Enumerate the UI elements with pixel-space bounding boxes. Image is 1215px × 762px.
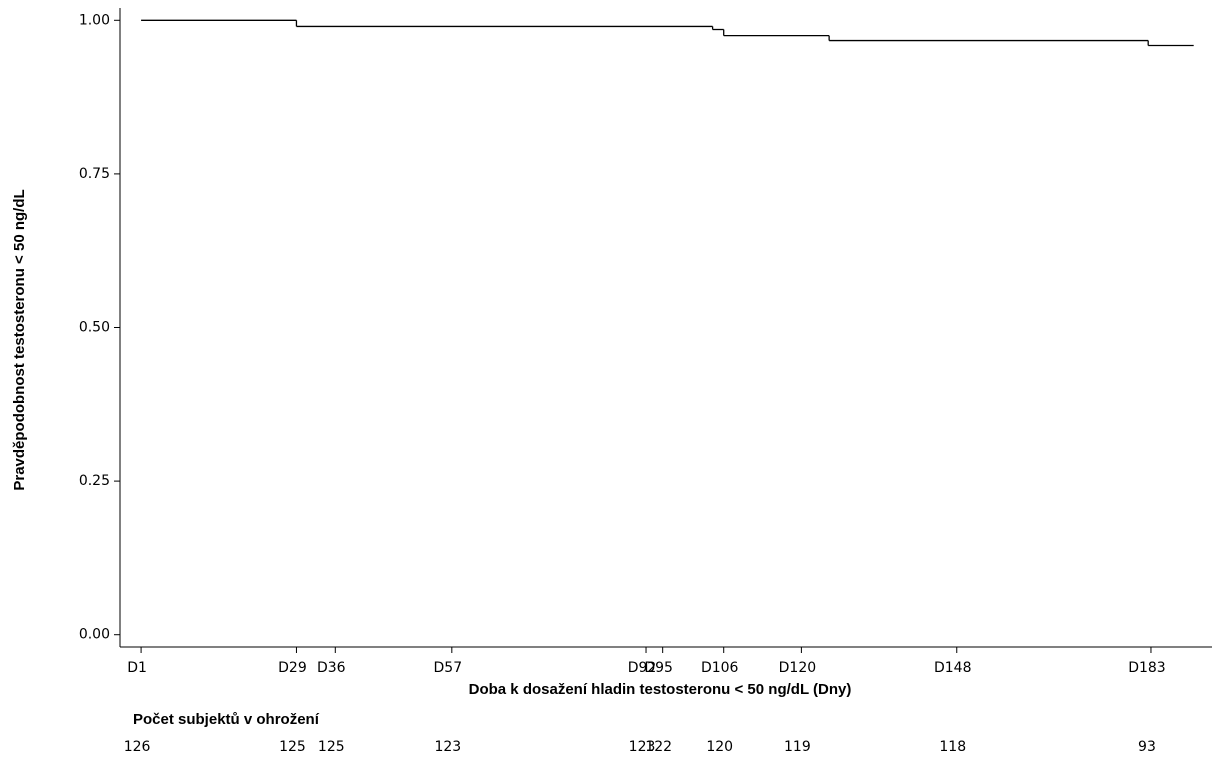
x-tick-label: D95 — [644, 660, 673, 676]
y-tick-label: 0.00 — [79, 627, 110, 643]
x-tick-label: D148 — [934, 660, 972, 676]
x-tick-label: D57 — [434, 660, 463, 676]
x-tick-label: D120 — [779, 660, 817, 676]
risk-count: 120 — [706, 739, 733, 755]
risk-count: 119 — [784, 739, 811, 755]
risk-count: 125 — [279, 739, 306, 755]
risk-count: 118 — [939, 739, 966, 755]
x-tick-label: D183 — [1128, 660, 1166, 676]
y-tick-label: 1.00 — [79, 12, 110, 28]
x-tick-label: D29 — [278, 660, 307, 676]
risk-count: 125 — [318, 739, 345, 755]
x-tick-label: D1 — [127, 660, 147, 676]
x-tick-label: D106 — [701, 660, 739, 676]
risk-count: 123 — [434, 739, 461, 755]
x-tick-label: D36 — [317, 660, 346, 676]
y-axis-label: Pravděpodobnost testosteronu < 50 ng/dL — [11, 189, 28, 490]
risk-count: 126 — [124, 739, 151, 755]
y-tick-label: 0.75 — [79, 166, 110, 182]
risk-count: 123 — [629, 739, 656, 755]
risk-count: 93 — [1138, 739, 1156, 755]
y-tick-label: 0.25 — [79, 473, 110, 489]
risk-table-title: Počet subjektů v ohrožení — [133, 711, 320, 728]
y-tick-label: 0.50 — [79, 320, 110, 336]
risk-count: 122 — [645, 739, 672, 755]
x-axis-label: Doba k dosažení hladin testosteronu < 50… — [469, 681, 852, 698]
x-tick-label: D92 — [628, 660, 657, 676]
